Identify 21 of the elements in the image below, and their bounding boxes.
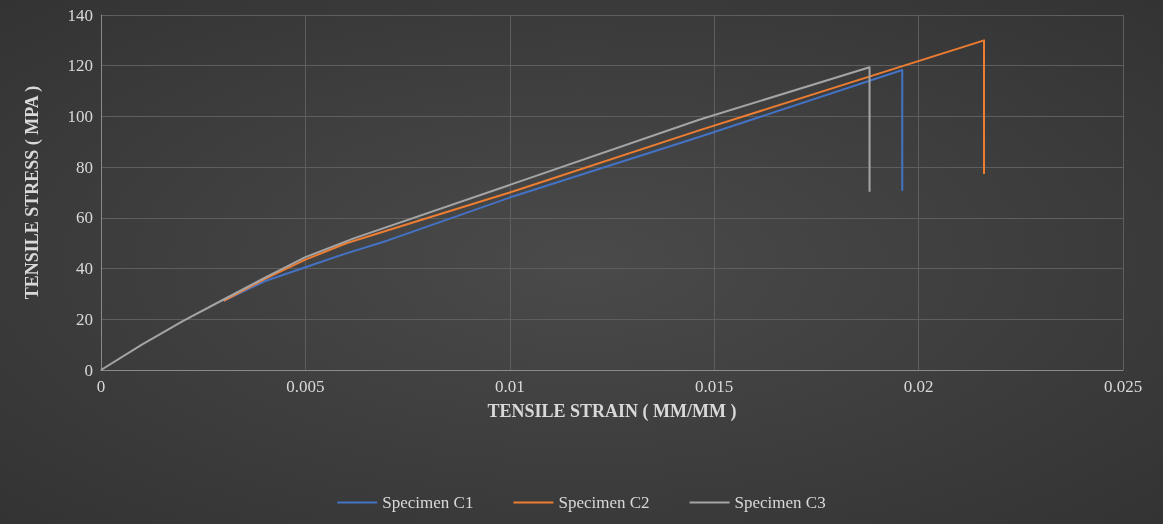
legend-label: Specimen C1 (382, 493, 474, 512)
y-tick-label: 100 (67, 106, 93, 126)
x-tick-label: 0.015 (695, 377, 734, 396)
y-tick-label: 140 (67, 5, 93, 25)
line-series (100, 66, 871, 371)
y-tick-label: 80 (76, 157, 93, 177)
x-tick-label: 0 (96, 377, 106, 396)
x-tick-label: 0.02 (903, 377, 934, 396)
x-tick-label: 0.01 (494, 377, 525, 396)
legend-label: Specimen C2 (558, 493, 650, 512)
y-tick-label: 20 (76, 309, 93, 329)
y-tick-label: 120 (67, 56, 93, 76)
x-tick-label: 0.005 (286, 377, 325, 396)
y-tick-label: 60 (76, 208, 93, 228)
y-axis-title: TENSILE STRESS ( MPA ) (22, 85, 43, 300)
y-tick-label: 40 (76, 259, 93, 279)
y-tick-label: 0 (84, 360, 93, 380)
legend-label: Specimen C3 (734, 493, 826, 512)
line-series (222, 39, 986, 302)
x-axis-title: TENSILE STRAIN ( MM/MM ) (487, 401, 737, 422)
x-tick-label: 0.025 (1103, 377, 1143, 396)
